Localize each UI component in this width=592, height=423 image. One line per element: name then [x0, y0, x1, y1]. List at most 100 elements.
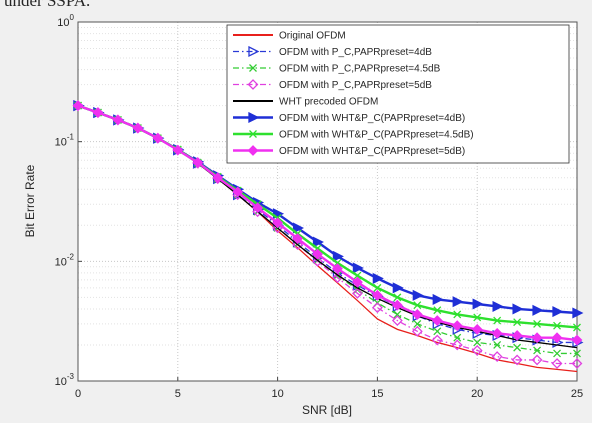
marker	[373, 283, 382, 292]
legend-marker	[247, 79, 259, 90]
marker	[353, 271, 362, 280]
marker	[472, 298, 484, 310]
marker	[112, 114, 124, 126]
marker	[571, 358, 583, 369]
marker	[431, 334, 443, 346]
marker	[372, 272, 384, 284]
marker	[92, 107, 104, 119]
marker	[452, 296, 464, 308]
marker	[531, 354, 543, 366]
marker	[411, 325, 423, 337]
marker	[573, 349, 581, 358]
x-tick-label: 25	[571, 388, 583, 400]
marker	[512, 303, 524, 315]
marker	[232, 186, 244, 198]
marker	[393, 310, 402, 319]
marker	[393, 293, 402, 302]
marker	[553, 321, 561, 330]
marker	[533, 346, 542, 355]
marker	[471, 323, 483, 335]
marker	[192, 157, 204, 168]
plot-border	[77, 21, 578, 382]
marker	[493, 341, 502, 349]
marker	[433, 327, 442, 336]
marker	[573, 323, 581, 332]
marker	[333, 258, 342, 267]
marker	[312, 255, 323, 267]
marker	[552, 306, 564, 318]
marker	[412, 289, 424, 301]
marker	[352, 287, 363, 299]
legend-marker	[248, 111, 260, 124]
marker	[413, 319, 422, 328]
marker	[312, 248, 323, 260]
marker	[451, 339, 463, 351]
marker	[511, 354, 523, 366]
series	[72, 100, 583, 346]
marker	[312, 236, 324, 248]
x-tick-label: 0	[75, 388, 81, 400]
legend-label: WHT precoded OFDM	[279, 97, 378, 108]
marker	[571, 334, 583, 346]
marker	[432, 293, 444, 306]
marker	[392, 282, 404, 294]
marker	[532, 304, 544, 316]
x-axis-label: SNR [dB]	[302, 403, 352, 417]
marker	[473, 338, 482, 347]
marker	[132, 122, 144, 134]
legend-label: OFDM with WHT&P_C(PAPRpreset=5dB)	[279, 146, 465, 157]
legend-label: OFDM with WHT&P_C(PAPRpreset=4dB)	[279, 113, 465, 124]
x-tick-label: 5	[175, 388, 181, 400]
marker	[473, 313, 482, 322]
marker	[391, 299, 403, 311]
marker	[332, 263, 343, 274]
marker	[172, 144, 184, 156]
marker	[352, 262, 364, 274]
marker	[371, 302, 383, 314]
legend-label: Original OFDM	[279, 31, 346, 42]
marker	[531, 332, 543, 344]
marker	[332, 250, 344, 262]
y-axis-label: Bit Error Rate	[23, 164, 37, 237]
marker	[572, 307, 584, 319]
marker	[272, 217, 284, 229]
marker	[551, 358, 563, 369]
marker	[492, 300, 504, 312]
legend-marker	[247, 145, 259, 156]
marker	[391, 315, 403, 326]
marker	[453, 333, 462, 342]
marker	[212, 172, 224, 184]
x-tick-label: 15	[371, 388, 383, 400]
marker	[491, 351, 503, 362]
marker	[453, 310, 462, 319]
marker	[493, 316, 502, 325]
marker	[371, 289, 383, 301]
marker	[513, 343, 522, 352]
marker	[72, 100, 84, 112]
marker	[451, 320, 463, 332]
marker	[411, 309, 423, 320]
caption: under SSPA.	[4, 0, 90, 10]
marker	[292, 239, 303, 251]
legend-label: OFDM with P_C,PAPRpreset=5dB	[279, 80, 432, 91]
marker	[471, 345, 483, 356]
legend-box	[226, 24, 570, 164]
x-tick-label: 10	[271, 388, 283, 400]
marker	[511, 330, 523, 341]
legend-label: OFDM with P_C,PAPRpreset=4.5dB	[279, 64, 441, 75]
marker	[431, 315, 443, 326]
x-tick-label: 20	[471, 388, 483, 400]
marker	[553, 349, 561, 358]
marker	[413, 301, 422, 310]
marker	[491, 327, 503, 339]
legend-marker	[249, 130, 257, 138]
marker	[292, 233, 303, 244]
legend-marker	[249, 64, 257, 72]
marker	[152, 132, 164, 144]
marker	[533, 319, 542, 328]
legend-label: OFDM with WHT&P_C(PAPRpreset=4.5dB)	[279, 130, 474, 141]
legend: Original OFDM OFDM with P_C,PAPRpreset=4d…	[226, 24, 570, 164]
marker	[433, 306, 442, 315]
marker	[352, 276, 363, 288]
